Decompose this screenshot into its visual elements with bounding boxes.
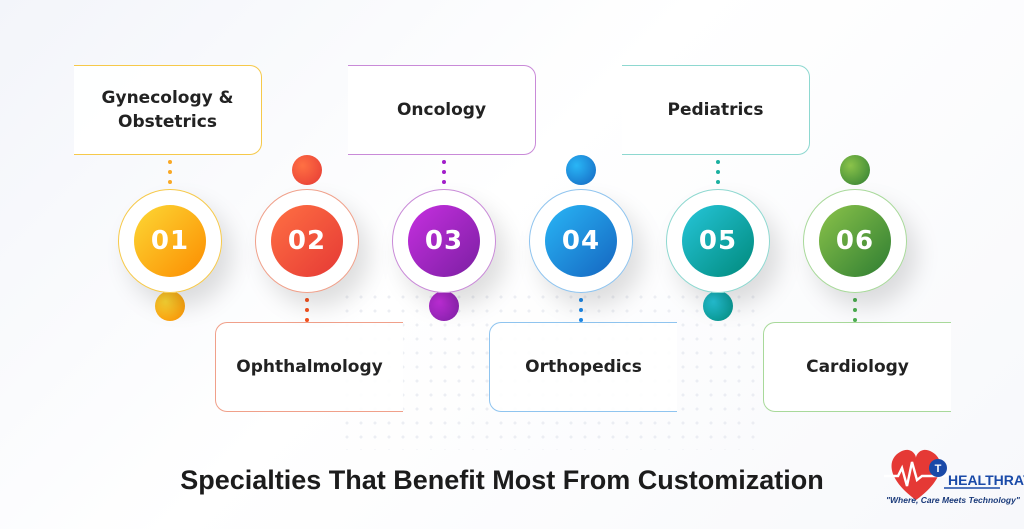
- step-number-disc: 06: [819, 205, 891, 277]
- specialty-label-box: Ophthalmology: [215, 322, 403, 412]
- logo-tagline: "Where, Care Meets Technology": [886, 495, 1020, 505]
- connector-dot: [168, 180, 172, 184]
- connector-dot: [853, 318, 857, 322]
- connector-dot: [168, 170, 172, 174]
- healthray-logo: T: [884, 449, 1000, 500]
- specialty-label-box: Cardiology: [763, 322, 951, 412]
- accent-bubble: [429, 291, 459, 321]
- step-ring: 01: [118, 189, 222, 293]
- ring-outline: [392, 189, 496, 293]
- connector-dot: [305, 318, 309, 322]
- connector-dot: [305, 298, 309, 302]
- specialty-label: Cardiology: [806, 357, 909, 377]
- specialty-label: Pediatrics: [667, 100, 764, 120]
- ring-outline: [118, 189, 222, 293]
- step-number: 03: [424, 226, 464, 256]
- connector-dot: [305, 308, 309, 312]
- step-number: 06: [835, 226, 875, 256]
- pulse-line-icon: [884, 461, 948, 487]
- connector-dot: [853, 298, 857, 302]
- connector-dot: [442, 180, 446, 184]
- step-number: 02: [287, 226, 327, 256]
- step-ring: 06: [803, 189, 907, 293]
- connector-dot: [579, 318, 583, 322]
- ring-outline: [666, 189, 770, 293]
- ring-outline: [255, 189, 359, 293]
- connector-dot: [716, 180, 720, 184]
- accent-bubble: [292, 155, 322, 185]
- connector-dot: [579, 308, 583, 312]
- accent-bubble: [840, 155, 870, 185]
- logo-name: HEALTHRAY: [948, 472, 1024, 488]
- connector-dot: [442, 160, 446, 164]
- connector-dot: [168, 160, 172, 164]
- step-number-disc: 03: [408, 205, 480, 277]
- ring-outline: [803, 189, 907, 293]
- step-ring: 05: [666, 189, 770, 293]
- connector-dot: [853, 308, 857, 312]
- specialty-label-box: Pediatrics: [622, 65, 810, 155]
- step-ring: 02: [255, 189, 359, 293]
- specialty-label-box: Gynecology & Obstetrics: [74, 65, 262, 155]
- step-number: 05: [698, 226, 738, 256]
- step-ring: 04: [529, 189, 633, 293]
- specialty-label-box: Oncology: [348, 65, 536, 155]
- accent-bubble: [155, 291, 185, 321]
- page-title: Specialties That Benefit Most From Custo…: [180, 465, 824, 495]
- specialty-label: Gynecology & Obstetrics: [101, 88, 234, 132]
- step-number-disc: 01: [134, 205, 206, 277]
- step-number-disc: 02: [271, 205, 343, 277]
- connector-dot: [716, 160, 720, 164]
- connector-dot: [716, 170, 720, 174]
- logo-badge-icon: [929, 459, 947, 477]
- step-number: 04: [561, 226, 601, 256]
- step-number-disc: 04: [545, 205, 617, 277]
- connector-dot: [579, 298, 583, 302]
- step-ring: 03: [392, 189, 496, 293]
- specialty-label: Oncology: [396, 100, 487, 120]
- accent-bubble: [566, 155, 596, 185]
- specialty-label: Orthopedics: [525, 357, 642, 377]
- ring-outline: [529, 189, 633, 293]
- specialty-label-box: Orthopedics: [489, 322, 677, 412]
- connector-dot: [442, 170, 446, 174]
- accent-bubble: [703, 291, 733, 321]
- step-number-disc: 05: [682, 205, 754, 277]
- specialty-label: Ophthalmology: [236, 357, 383, 377]
- svg-text:T: T: [935, 463, 942, 475]
- step-number: 01: [150, 226, 190, 256]
